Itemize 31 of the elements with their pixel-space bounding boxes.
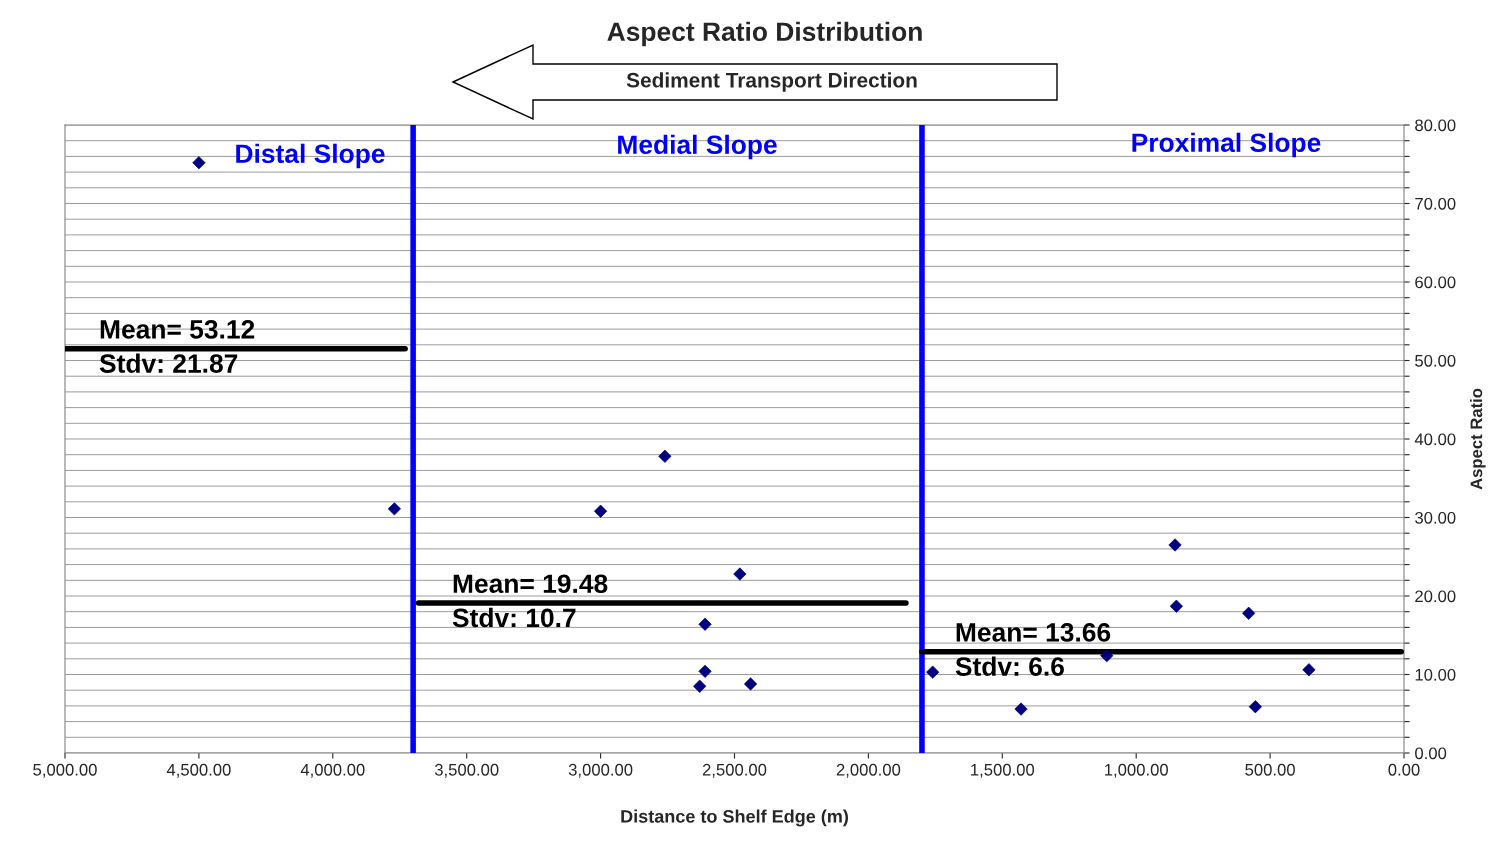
x-tick-label: 4,000.00 <box>300 763 365 778</box>
y-tick-label: 20.00 <box>1415 590 1456 603</box>
annotation: Mean= 13.66 Stdv: 6.6 <box>955 623 1111 676</box>
x-tick-label: 2,000.00 <box>836 763 901 778</box>
x-tick-label: 3,000.00 <box>568 763 633 778</box>
x-tick-label: 500.00 <box>1245 763 1295 776</box>
annotation: Mean= 53.12 Stdv: 21.87 <box>99 320 255 373</box>
x-tick-label: 1,500.00 <box>971 763 1035 778</box>
y-tick-label: 0.00 <box>1415 747 1447 760</box>
y-axis-title: Aspect Ratio <box>1470 388 1486 490</box>
annotation: Proximal Slope <box>1132 132 1321 158</box>
x-tick-label: 4,500.00 <box>166 763 231 778</box>
y-tick-label: 70.00 <box>1415 197 1456 210</box>
x-axis-title: Distance to Shelf Edge (m) <box>621 809 848 827</box>
y-tick-label: 80.00 <box>1415 119 1456 132</box>
x-tick-label: 1,000.00 <box>1105 763 1168 778</box>
annotation: Medial Slope <box>618 134 777 160</box>
x-tick-label: 5,000.00 <box>33 763 97 778</box>
x-tick-label: 3,500.00 <box>434 763 499 778</box>
y-tick-label: 40.00 <box>1414 433 1456 446</box>
annotation: Mean= 19.48 Stdv: 10.7 <box>452 574 608 628</box>
annotation: Distal Slope <box>236 143 385 169</box>
chart-title: Aspect Ratio Distribution <box>607 21 922 47</box>
y-tick-label: 30.00 <box>1415 511 1456 524</box>
y-tick-label: 60.00 <box>1415 276 1456 289</box>
y-tick-label: 50.00 <box>1415 354 1456 367</box>
text: Sediment Transport Direction <box>626 72 917 92</box>
y-tick-label: 10.00 <box>1415 668 1456 681</box>
point <box>1014 702 1028 716</box>
x-tick-label: 2,500.00 <box>702 763 767 778</box>
x-tick-label: 0.00 <box>1388 763 1420 776</box>
